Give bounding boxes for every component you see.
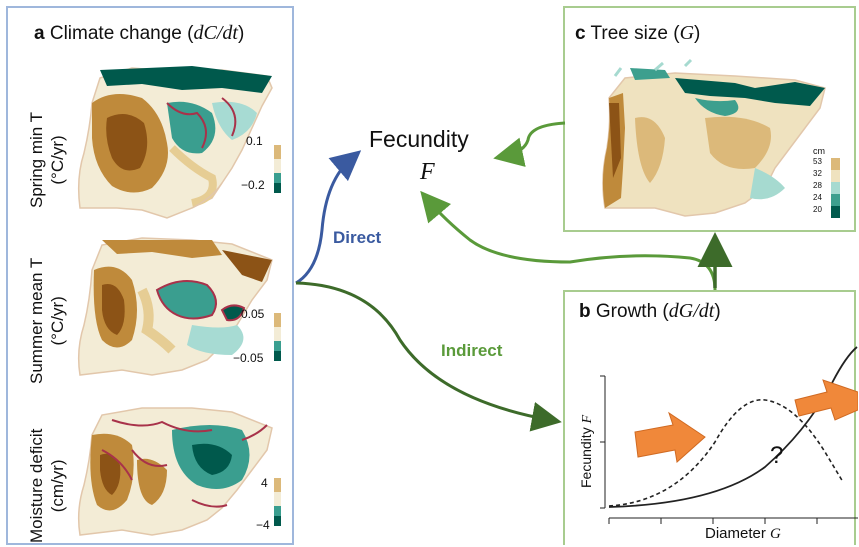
map-spring-min-t — [77, 66, 273, 219]
map-summer-mean-t — [77, 237, 273, 376]
growth-to-fecundity-arrow — [420, 190, 717, 291]
legend-swatch — [274, 478, 281, 492]
panel-c-title-math: G — [679, 22, 695, 44]
panel-b-title-text: Growth ( — [595, 301, 669, 322]
legend-label-bottom: −4 — [256, 518, 270, 532]
panel-c-letter: c — [575, 23, 586, 44]
panel-b-title-math: dG/dt — [668, 300, 715, 322]
fecundity-symbol: F — [420, 159, 435, 185]
tree-legend-label: 53 — [813, 157, 822, 166]
panel-b-growth: b Growth (dG/dt) ? Fecundity F Diameter … — [563, 290, 858, 545]
panel-c-title-text: Tree size ( — [590, 23, 680, 44]
x-axis-label: Diameter G — [705, 525, 781, 542]
panel-b-title-close: ) — [714, 301, 721, 322]
growth-plot — [600, 346, 858, 524]
panel-c-title: c Tree size (G) — [575, 22, 700, 45]
tree-legend-label: 28 — [813, 181, 822, 190]
legend-swatch — [274, 173, 281, 183]
tree-legend-swatch — [831, 206, 840, 218]
tree-legend-swatch — [831, 158, 840, 170]
fecundity-label: Fecundity — [369, 126, 469, 152]
legend-swatch — [274, 183, 281, 193]
tree-legend-swatch — [831, 182, 840, 194]
indirect-label: Indirect — [441, 341, 503, 360]
legend-swatch — [274, 341, 281, 351]
panel-a-title-math: dC/dt — [193, 22, 238, 44]
legend-label-bottom: −0.05 — [233, 351, 264, 365]
legend-swatch — [274, 506, 281, 516]
legend-swatch — [274, 145, 281, 159]
solid-curve — [608, 346, 858, 508]
panel-b-letter: b — [579, 301, 591, 322]
panel-a-title: a Climate change (dC/dt) — [34, 22, 244, 45]
legend-swatch — [274, 351, 281, 361]
tree-legend-swatch — [831, 194, 840, 206]
legend-label-bottom: −0.2 — [241, 178, 265, 192]
legend-unit: cm — [813, 146, 825, 156]
panel-a-title-text: Climate change ( — [49, 23, 194, 44]
legend-swatch — [274, 492, 281, 506]
indirect-arrow — [295, 281, 562, 432]
legend-label-top: 0.05 — [241, 307, 265, 321]
tree-size-to-fecundity-arrow — [493, 121, 566, 167]
panel-a-climate-change: a Climate change (dC/dt) Spring min T (°… — [6, 6, 294, 545]
tree-legend-label: 24 — [813, 193, 822, 202]
legend-swatch — [274, 159, 281, 173]
panel-a-title-close: ) — [237, 23, 245, 44]
legend-swatch — [274, 327, 281, 341]
panel-b-title: b Growth (dG/dt) — [579, 300, 721, 323]
tree-legend-label: 20 — [813, 205, 822, 214]
tree-legend-swatch — [831, 170, 840, 182]
question-mark: ? — [770, 442, 784, 469]
panel-a-letter: a — [34, 23, 45, 44]
map-moisture-deficit — [77, 407, 273, 536]
direct-arrow — [295, 150, 362, 285]
panel-c-title-close: ) — [694, 23, 701, 44]
tree-legend-label: 32 — [813, 169, 822, 178]
orange-arrow-icon — [794, 379, 858, 421]
orange-arrow-icon — [634, 411, 706, 463]
legend-swatch — [274, 313, 281, 327]
legend-label-top: 0.1 — [246, 134, 263, 148]
map-tree-size — [602, 58, 826, 217]
legend-label-top: 4 — [261, 476, 268, 490]
direct-label: Direct — [333, 228, 382, 247]
legend-swatch — [274, 516, 281, 526]
panel-c-tree-size: c Tree size (G) cm 53 32 28 24 20 — [563, 6, 856, 232]
